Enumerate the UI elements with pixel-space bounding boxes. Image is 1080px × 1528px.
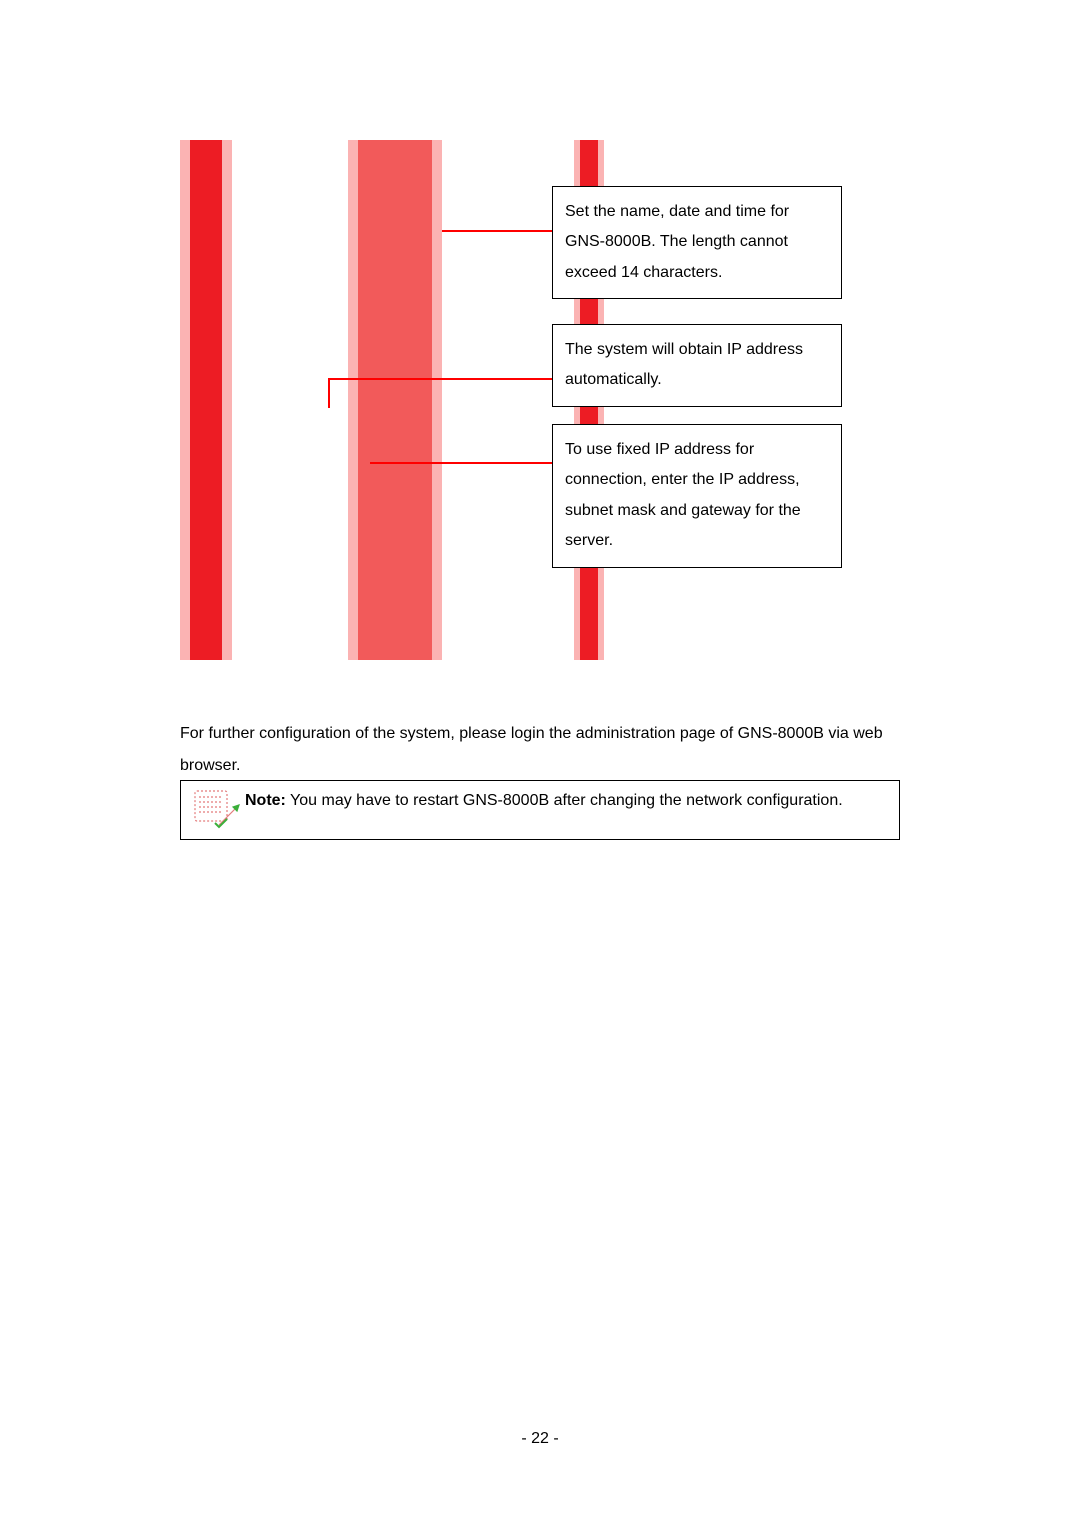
callout-2-text: The system will obtain IP address automa… <box>565 341 803 388</box>
body-paragraph: For further configuration of the system,… <box>180 718 900 782</box>
connector-2-v <box>328 378 330 408</box>
callout-3-text: To use fixed IP address for connection, … <box>565 441 801 549</box>
callout-2: The system will obtain IP address automa… <box>552 324 842 407</box>
bar-2-inner <box>358 140 432 660</box>
connector-2-h <box>328 378 552 380</box>
body-paragraph-text: For further configuration of the system,… <box>180 725 883 774</box>
callout-1: Set the name, date and time for GNS-8000… <box>552 186 842 299</box>
note-text: Note: You may have to restart GNS-8000B … <box>245 787 891 816</box>
note-label: Note: <box>245 792 286 809</box>
book-pencil-icon <box>189 787 245 827</box>
note-body: You may have to restart GNS-8000B after … <box>286 792 843 809</box>
callout-1-text: Set the name, date and time for GNS-8000… <box>565 203 789 281</box>
callout-3: To use fixed IP address for connection, … <box>552 424 842 568</box>
bar-1-inner <box>190 140 222 660</box>
connector-3 <box>370 462 552 464</box>
connector-1 <box>442 230 552 232</box>
diagram-area: Set the name, date and time for GNS-8000… <box>180 140 900 670</box>
page-number: - 22 - <box>0 1430 1080 1448</box>
note-box: Note: You may have to restart GNS-8000B … <box>180 780 900 840</box>
page-number-text: - 22 - <box>521 1430 558 1447</box>
